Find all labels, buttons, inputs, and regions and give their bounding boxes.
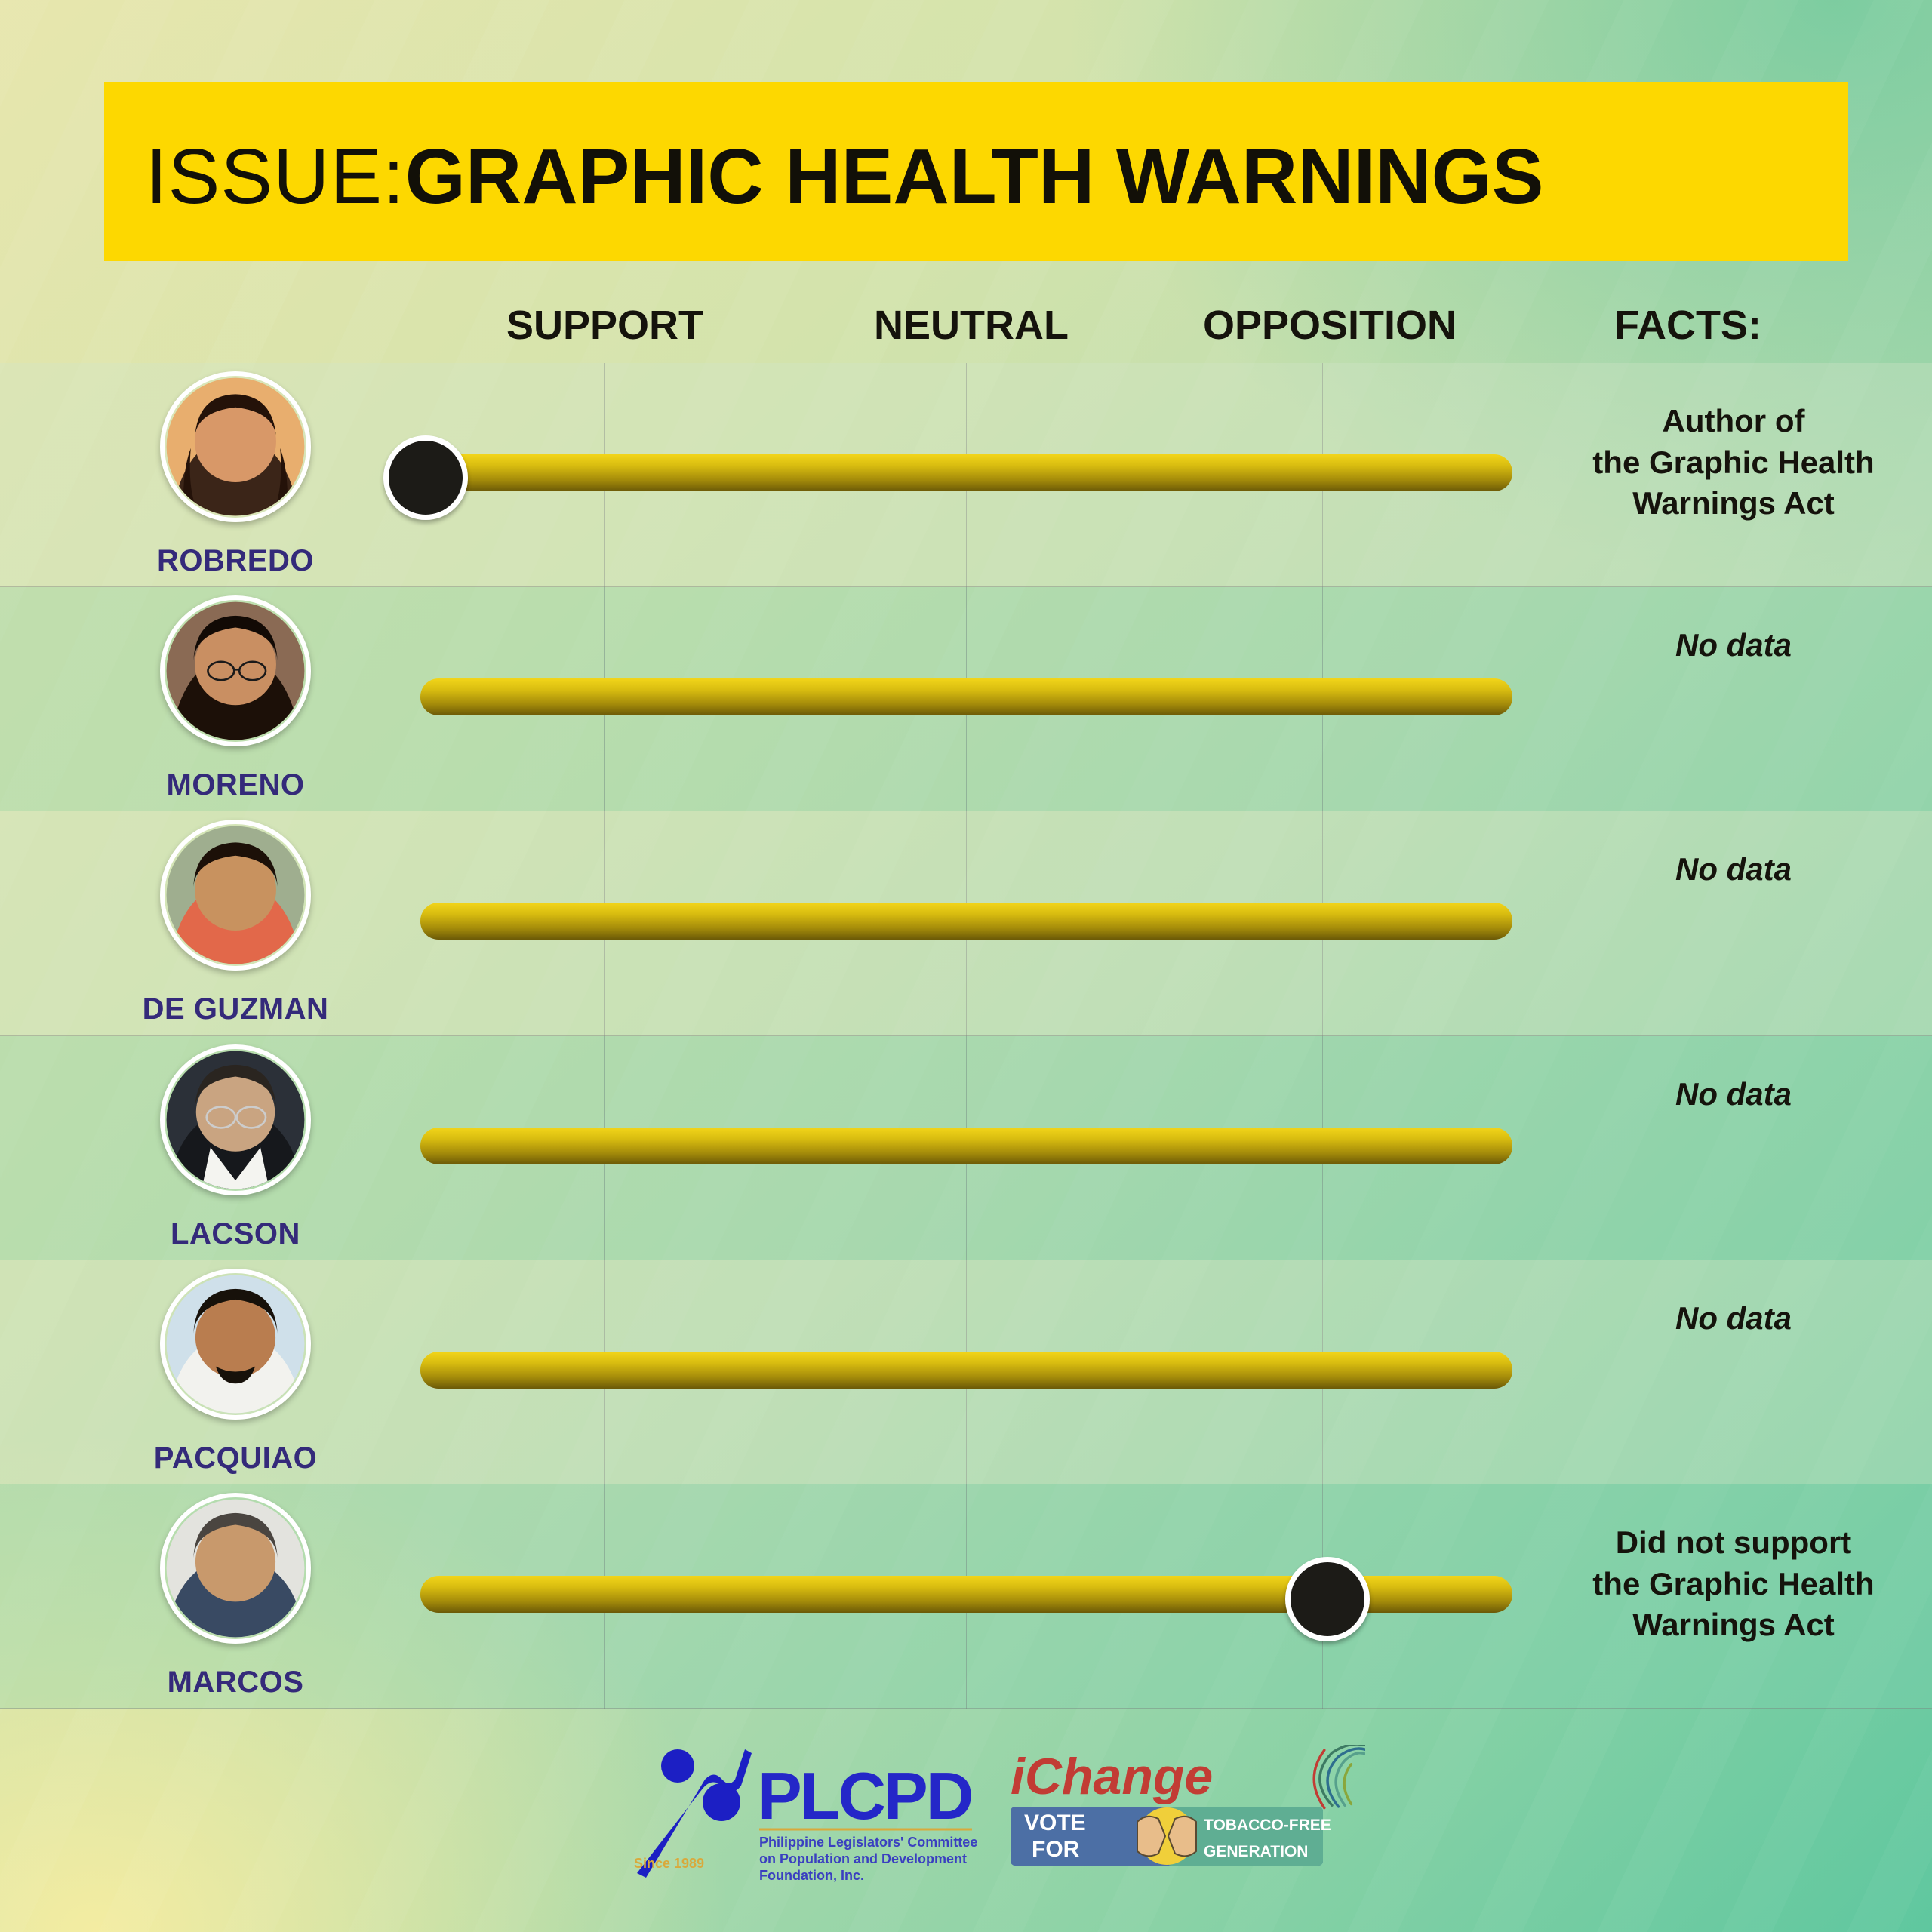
- svg-text:GENERATION: GENERATION: [1204, 1843, 1308, 1860]
- svg-text:Since 1989: Since 1989: [634, 1856, 704, 1871]
- svg-text:iChange: iChange: [1011, 1748, 1213, 1805]
- svg-text:TOBACCO-FREE: TOBACCO-FREE: [1204, 1817, 1331, 1834]
- svg-text:FOR: FOR: [1032, 1837, 1080, 1862]
- svg-text:PLCPD: PLCPD: [758, 1758, 971, 1833]
- svg-text:VOTE: VOTE: [1024, 1810, 1086, 1835]
- svg-text:Foundation, Inc.: Foundation, Inc.: [759, 1868, 864, 1883]
- svg-text:on Population and Development: on Population and Development: [759, 1851, 967, 1866]
- svg-text:Philippine Legislators' Commit: Philippine Legislators' Committee: [759, 1835, 977, 1850]
